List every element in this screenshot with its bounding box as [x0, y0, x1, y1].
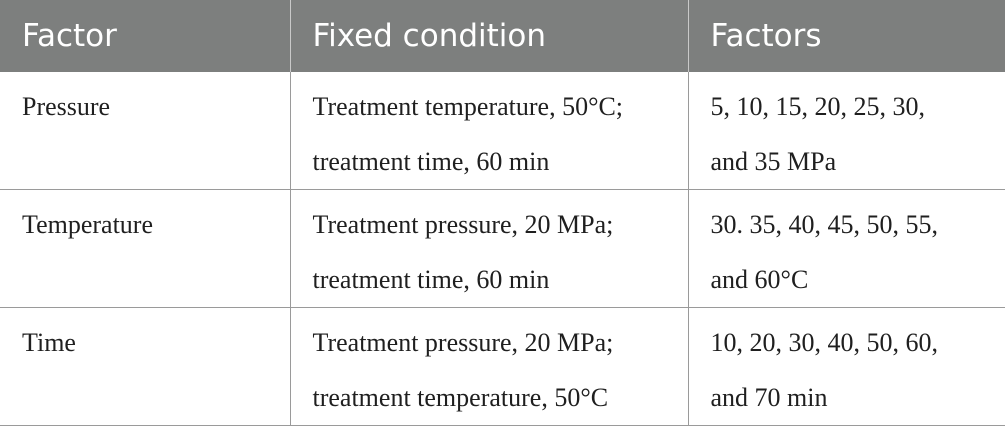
fixed-condition-cell: Treatment pressure, 20 MPa; treatment ti… [289, 189, 688, 308]
table-header-row: Factor Fixed condition Factors [0, 0, 1005, 72]
factors-cell: 30. 35, 40, 45, 50, 55, and 60°C [687, 189, 1005, 308]
factor-label: Temperature [22, 210, 153, 239]
fixed-condition-line: Treatment temperature, 50°C; [312, 92, 624, 121]
factor-label: Time [22, 328, 76, 357]
table-row: Temperature Treatment pressure, 20 MPa; … [0, 189, 1005, 308]
factors-line: 30. 35, 40, 45, 50, 55, [710, 210, 939, 239]
fixed-condition-cell: Treatment pressure, 20 MPa; treatment te… [289, 307, 688, 426]
fixed-condition-line: Treatment pressure, 20 MPa; [312, 328, 614, 357]
factors-line: and 70 min [710, 383, 828, 412]
factors-line: and 35 MPa [710, 147, 837, 176]
column-header-factors: Factors [687, 0, 1005, 72]
column-header-fixed-condition: Fixed condition [289, 0, 688, 72]
column-header-factor: Factor [0, 0, 290, 72]
factor-cell: Time [0, 307, 290, 426]
factor-cell: Pressure [0, 72, 290, 190]
fixed-condition-line: treatment time, 60 min [312, 147, 550, 176]
factor-cell: Temperature [0, 189, 290, 308]
factors-line: and 60°C [710, 265, 809, 294]
fixed-condition-cell: Treatment temperature, 50°C; treatment t… [289, 72, 688, 190]
factors-cell: 10, 20, 30, 40, 50, 60, and 70 min [687, 307, 1005, 426]
factors-line: 5, 10, 15, 20, 25, 30, [710, 92, 926, 121]
table-row: Pressure Treatment temperature, 50°C; tr… [0, 72, 1005, 190]
factor-label: Pressure [22, 92, 111, 121]
table-row: Time Treatment pressure, 20 MPa; treatme… [0, 307, 1005, 426]
factors-line: 10, 20, 30, 40, 50, 60, [710, 328, 939, 357]
fixed-condition-line: treatment time, 60 min [312, 265, 550, 294]
factors-cell: 5, 10, 15, 20, 25, 30, and 35 MPa [687, 72, 1005, 190]
fixed-condition-line: Treatment pressure, 20 MPa; [312, 210, 614, 239]
fixed-condition-line: treatment temperature, 50°C [312, 383, 609, 412]
